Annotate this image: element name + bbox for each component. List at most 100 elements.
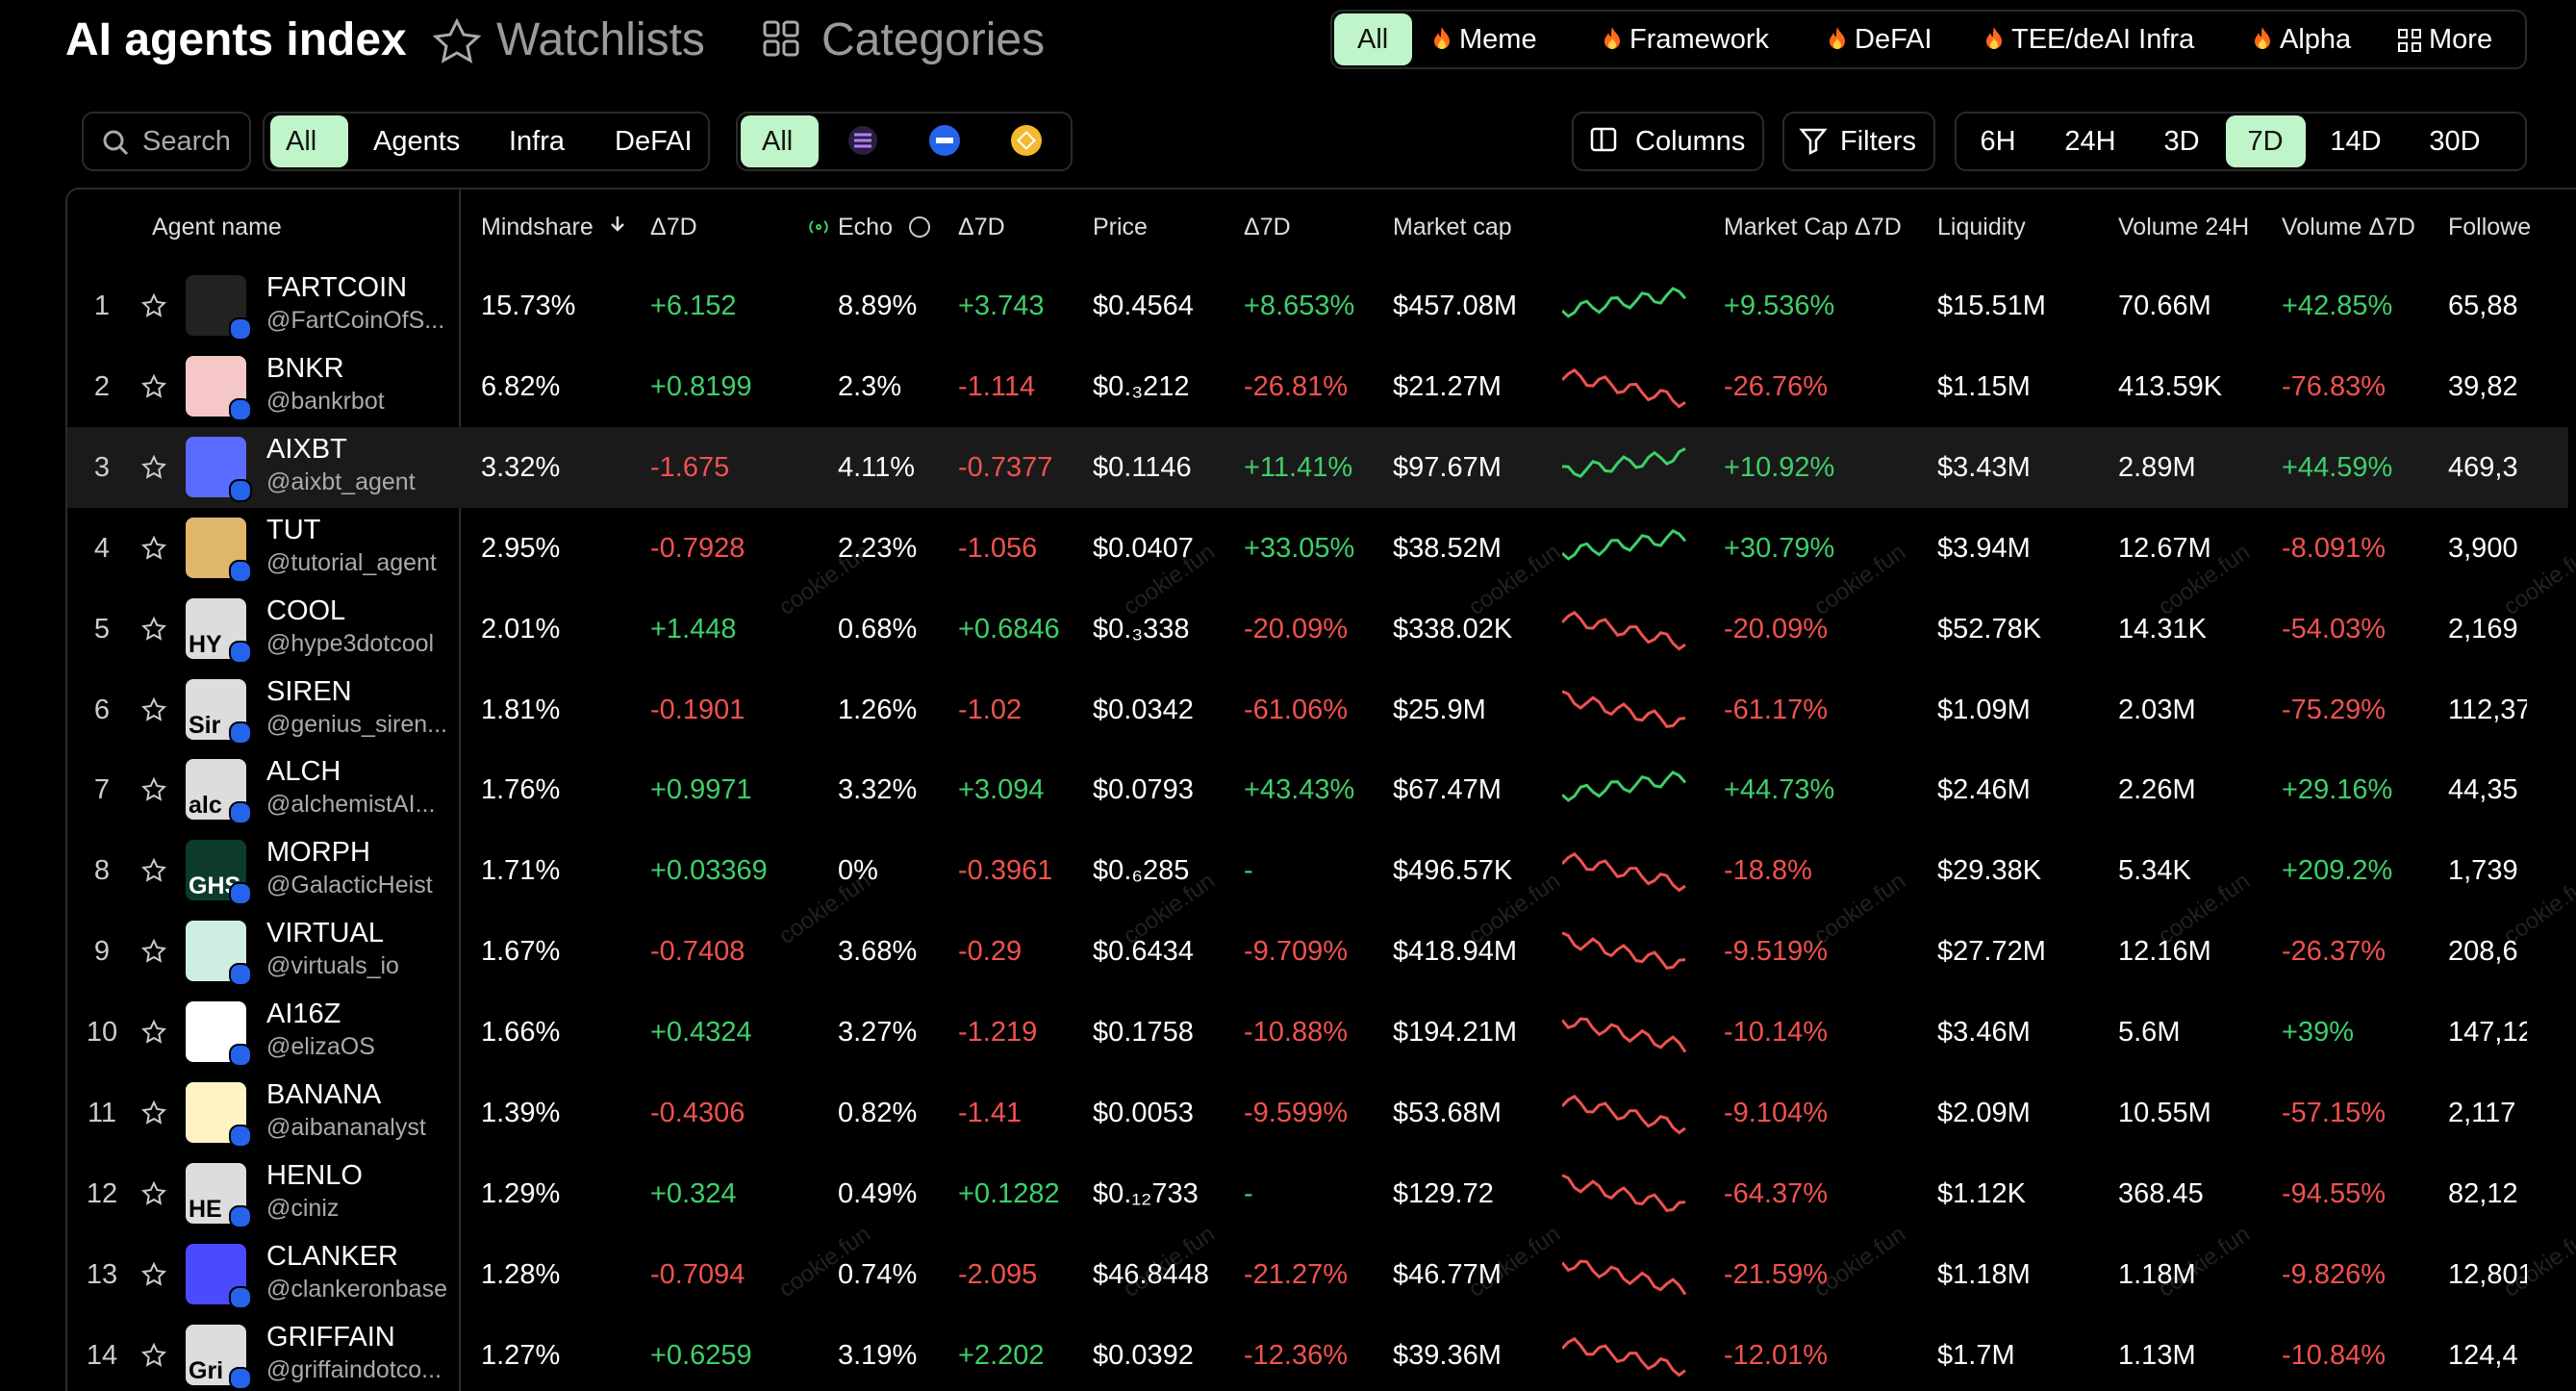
agent-handle: @clankeronbase bbox=[266, 1275, 447, 1302]
cell-value: $38.52M bbox=[1393, 532, 1502, 564]
category-tab[interactable]: All bbox=[1357, 24, 1389, 55]
type-tab[interactable]: All bbox=[286, 126, 317, 157]
cell-value: 2.3% bbox=[838, 370, 902, 402]
timeframe-tab[interactable]: 3D bbox=[2163, 126, 2200, 157]
cell-value: -0.7377 bbox=[958, 451, 1053, 483]
watch-star[interactable] bbox=[141, 535, 166, 561]
cell-value: 12.16M bbox=[2118, 936, 2211, 968]
chain-badge bbox=[229, 397, 252, 421]
chain-icon bbox=[1011, 125, 1042, 156]
info-icon bbox=[909, 216, 930, 238]
cell-value: $15.51M bbox=[1937, 291, 2046, 321]
watch-star[interactable] bbox=[141, 293, 166, 318]
watch-star[interactable] bbox=[141, 858, 166, 883]
column-header: Agent name bbox=[152, 214, 282, 240]
cell-value: 2,169 bbox=[2448, 613, 2518, 645]
watch-star[interactable] bbox=[141, 1020, 166, 1045]
watch-star[interactable] bbox=[141, 616, 166, 642]
type-tabs bbox=[263, 112, 710, 171]
watch-star[interactable] bbox=[141, 1100, 166, 1125]
watch-star[interactable] bbox=[141, 939, 166, 964]
watch-star[interactable] bbox=[141, 696, 166, 722]
agent-name: HENLO bbox=[266, 1159, 363, 1191]
active-pill bbox=[270, 115, 348, 167]
nav-link[interactable]: Categories bbox=[821, 14, 1046, 65]
cell-value: $0.4564 bbox=[1093, 291, 1194, 321]
page-title: AI agents index bbox=[65, 14, 407, 65]
sparkline bbox=[1562, 367, 1686, 409]
chain-tab[interactable]: All bbox=[762, 126, 794, 157]
cell-value: +9.536% bbox=[1724, 291, 1835, 321]
cell-value: 3.68% bbox=[838, 936, 918, 968]
category-tab[interactable]: Meme bbox=[1459, 24, 1537, 55]
cell-value: -9.826% bbox=[2282, 1258, 2387, 1290]
watch-star[interactable] bbox=[141, 1180, 166, 1206]
cell-value: -0.4306 bbox=[650, 1098, 745, 1128]
column-header: Δ7D bbox=[1244, 214, 1291, 240]
cell-value: $46.8448 bbox=[1093, 1258, 1209, 1290]
cell-value: $29.38K bbox=[1937, 855, 2042, 887]
toolbar-button[interactable] bbox=[1572, 112, 1764, 171]
toolbar-button[interactable] bbox=[1782, 112, 1935, 171]
cell-value: +0.324 bbox=[650, 1177, 737, 1209]
agent-name: AI16Z bbox=[266, 999, 341, 1030]
cell-value: $1.18M bbox=[1937, 1258, 2031, 1290]
column-header: Echo bbox=[838, 214, 893, 240]
cell-value: +33.05% bbox=[1244, 532, 1355, 564]
chain-badge bbox=[229, 963, 252, 987]
cell-value: +0.1282 bbox=[958, 1177, 1060, 1209]
timeframe-tab[interactable]: 6H bbox=[1980, 126, 2016, 157]
cell-value: 0.82% bbox=[838, 1098, 918, 1128]
cell-value: +0.6259 bbox=[650, 1339, 752, 1371]
cell-value: 1.27% bbox=[481, 1339, 561, 1371]
cell-value: 1.39% bbox=[481, 1098, 561, 1128]
watch-star[interactable] bbox=[141, 777, 166, 802]
cell-value: 3.19% bbox=[838, 1339, 918, 1371]
cell-value: $1.7M bbox=[1937, 1339, 2015, 1371]
chain-badge bbox=[229, 1285, 252, 1309]
category-tab[interactable]: Alpha bbox=[2280, 24, 2352, 55]
cell-value: 1.76% bbox=[481, 774, 561, 806]
cell-value: $1.09M bbox=[1937, 694, 2031, 725]
timeframe-tab[interactable]: 30D bbox=[2429, 126, 2481, 157]
timeframe-tab[interactable]: 7D bbox=[2247, 126, 2284, 157]
agent-name: AIXBT bbox=[266, 433, 347, 465]
cell-value: 2.95% bbox=[481, 532, 561, 564]
active-pill bbox=[741, 115, 819, 167]
agent-handle: @genius_siren... bbox=[266, 710, 447, 738]
cell-value: $418.94M bbox=[1393, 936, 1517, 968]
cell-value: -26.76% bbox=[1724, 370, 1829, 402]
column-header: Volume 24H bbox=[2118, 214, 2250, 240]
type-tab[interactable]: Agents bbox=[373, 126, 461, 157]
watch-star[interactable] bbox=[141, 454, 166, 480]
column-header: Price bbox=[1093, 214, 1148, 240]
category-tab[interactable]: Framework bbox=[1629, 24, 1770, 55]
cell-value: -10.88% bbox=[1244, 1017, 1349, 1049]
cell-value: +0.4324 bbox=[650, 1017, 752, 1049]
sparkline bbox=[1562, 528, 1687, 561]
cell-value: -0.29 bbox=[958, 936, 1023, 968]
agent-handle: @elizaOS bbox=[266, 1033, 375, 1061]
column-header: Mindshare bbox=[481, 214, 593, 240]
nav-link[interactable]: Watchlists bbox=[496, 14, 705, 65]
category-tab[interactable]: More bbox=[2429, 24, 2493, 55]
type-tab[interactable]: DeFAI bbox=[615, 126, 693, 157]
search-box[interactable] bbox=[82, 112, 251, 171]
watch-star[interactable] bbox=[141, 373, 166, 399]
cell-value: 1.28% bbox=[481, 1258, 561, 1290]
cell-value: -10.14% bbox=[1724, 1017, 1829, 1049]
category-tab[interactable]: DeFAI bbox=[1855, 24, 1932, 55]
cell-value: $0.0342 bbox=[1093, 694, 1194, 725]
watch-star[interactable] bbox=[141, 1261, 166, 1287]
cell-value: $1.12K bbox=[1937, 1177, 2026, 1209]
cell-value: +0.9971 bbox=[650, 774, 752, 806]
cell-value: -0.7408 bbox=[650, 936, 745, 968]
cell-value: 1.81% bbox=[481, 694, 561, 725]
cell-value: $0.₆285 bbox=[1093, 855, 1190, 887]
timeframe-tab[interactable]: 14D bbox=[2330, 126, 2382, 157]
category-tab[interactable]: TEE/deAI Infra bbox=[2011, 24, 2195, 55]
agent-handle: @FartCoinOfS... bbox=[266, 307, 445, 334]
type-tab[interactable]: Infra bbox=[509, 126, 566, 157]
watch-star[interactable] bbox=[141, 1342, 166, 1368]
timeframe-tab[interactable]: 24H bbox=[2064, 126, 2116, 157]
